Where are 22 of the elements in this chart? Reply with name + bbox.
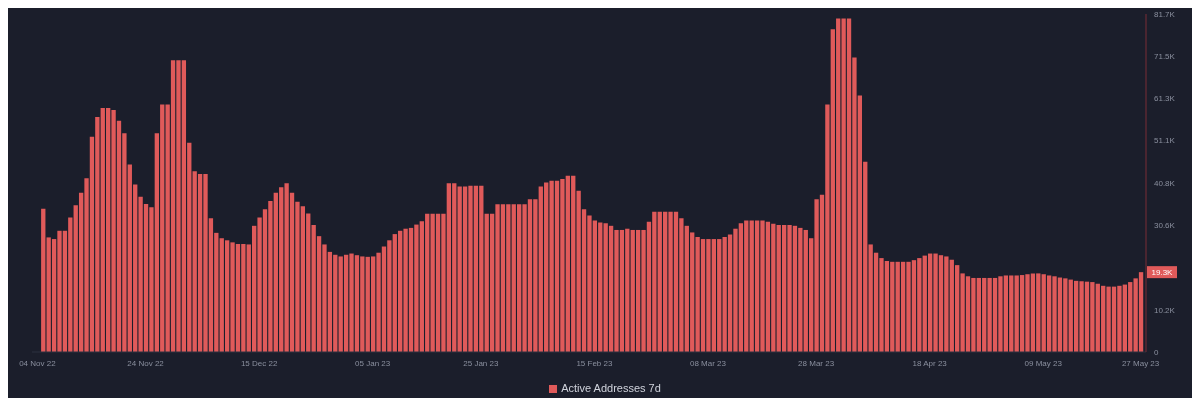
bar [41,208,46,352]
legend-label: Active Addresses 7d [561,382,661,394]
y-tick-label: 0 [1154,347,1159,357]
x-tick-label: 08 Mar 23 [689,358,727,368]
x-tick-label: 28 Mar 23 [798,358,835,368]
x-tick-label: 25 Jan 23 [463,358,499,368]
y-tick-label: 81.7K [1154,9,1176,19]
x-tick-label: 15 Feb 23 [576,358,613,368]
annotation: 19.3K [1151,268,1174,278]
x-tick-label: 24 Nov 22 [127,358,165,368]
x-tick-label: 18 Apr 23 [912,358,948,368]
x-tick-label: 05 Jan 23 [355,358,391,368]
x-tick-label: 04 Nov 22 [19,358,57,368]
x-tick-label: 27 May 23 [1121,358,1160,368]
y-tick-label: 61.3K [1154,94,1176,104]
y-tick-label: 10.2K [1154,305,1176,315]
y-tick-label: 71.5K [1154,52,1176,62]
y-tick-label: 40.8K [1154,179,1176,189]
x-tick-label: 15 Dec 22 [240,358,278,368]
y-tick-label: 30.6K [1154,221,1176,231]
x-tick-label: 09 May 23 [1024,358,1063,368]
y-tick-label: 51.1K [1154,136,1176,146]
